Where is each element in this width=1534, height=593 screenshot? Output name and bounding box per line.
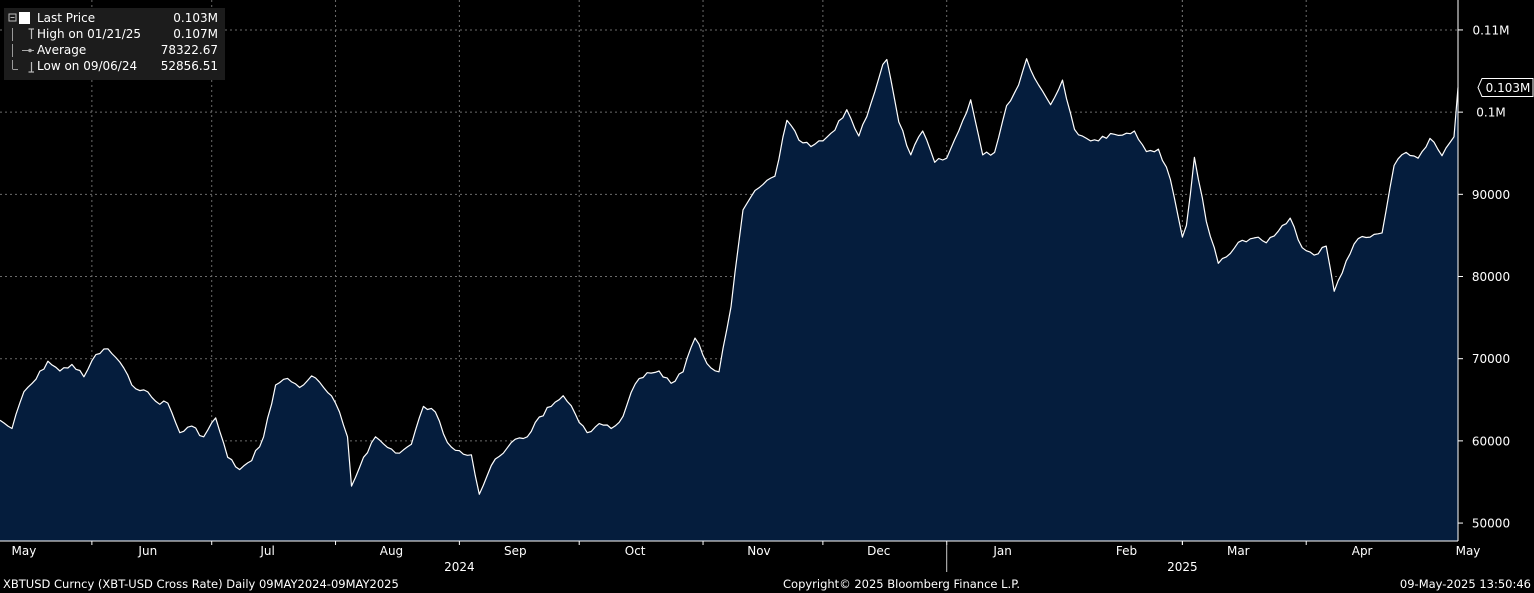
price-line: [0, 58, 1459, 495]
legend-low-label: Low on 09/06/24: [37, 59, 138, 73]
legend-high-value: 0.107M: [173, 27, 218, 41]
y-tick-label: 60000: [1472, 434, 1510, 448]
legend-expand-icon: [8, 12, 30, 24]
y-tick-label: 50000: [1472, 517, 1510, 531]
legend-row-average: Average 78322.67: [4, 42, 225, 58]
legend-average-label: Average: [37, 43, 87, 57]
last-price-tag-label: 0.103M: [1486, 81, 1531, 95]
average-marker-icon: [12, 44, 34, 57]
year-label: 2025: [1167, 560, 1198, 574]
y-axis-ticks: 50000 60000 70000 80000 90000 0.1M 0.11M: [1458, 23, 1510, 531]
legend-last-price-label: Last Price: [37, 11, 96, 25]
high-marker-icon: [12, 28, 34, 41]
footer-copyright: Copyright© 2025 Bloomberg Finance L.P.: [783, 577, 1020, 591]
x-tick-label: Jul: [259, 544, 274, 558]
x-tick-label: Feb: [1116, 544, 1137, 558]
y-tick-label: 70000: [1472, 352, 1510, 366]
axes: [0, 0, 1459, 542]
legend-low-value: 52856.51: [160, 59, 218, 73]
legend-row-low: Low on 09/06/24 52856.51: [4, 58, 225, 74]
last-price-tag: [1477, 77, 1534, 97]
year-label: 2024: [444, 560, 475, 574]
price-area-fill: [0, 58, 1458, 541]
x-axis-ticks: May Jun Jul Aug Sep Oct Nov Dec Jan Feb Mar Apr May 2…: [12, 541, 1481, 574]
x-tick-label: Sep: [504, 544, 527, 558]
x-tick-label: Oct: [625, 544, 646, 558]
footer-security-description: XBTUSD Curncy (XBT-USD Cross Rate) Daily…: [3, 577, 399, 591]
y-tick-label: 0.11M: [1472, 23, 1509, 37]
x-tick-label: Jan: [992, 544, 1012, 558]
footer-timestamp: 09-May-2025 13:50:46: [1399, 577, 1531, 591]
y-tick-label: 90000: [1472, 188, 1510, 202]
x-tick-label: May: [1456, 544, 1481, 558]
legend-row-high: High on 01/21/25 0.107M: [4, 26, 225, 42]
y-tick-label: 0.1M: [1476, 106, 1505, 120]
x-tick-label: Dec: [867, 544, 890, 558]
x-tick-label: Aug: [380, 544, 403, 558]
x-tick-label: Mar: [1227, 544, 1250, 558]
last-price-marker: 0.103M: [1477, 77, 1534, 97]
x-tick-label: Apr: [1352, 544, 1373, 558]
x-tick-label: Nov: [747, 544, 770, 558]
legend-row-last-price: Last Price 0.103M: [4, 10, 225, 26]
y-tick-label: 80000: [1472, 270, 1510, 284]
legend-box: Last Price 0.103M High on 01/21/25 0.107…: [4, 8, 225, 80]
legend-average-value: 78322.67: [160, 43, 218, 57]
legend-high-label: High on 01/21/25: [37, 27, 142, 41]
low-marker-icon: [12, 60, 34, 73]
x-tick-label: May: [12, 544, 37, 558]
legend-last-price-value: 0.103M: [173, 11, 218, 25]
x-tick-label: Jun: [137, 544, 157, 558]
